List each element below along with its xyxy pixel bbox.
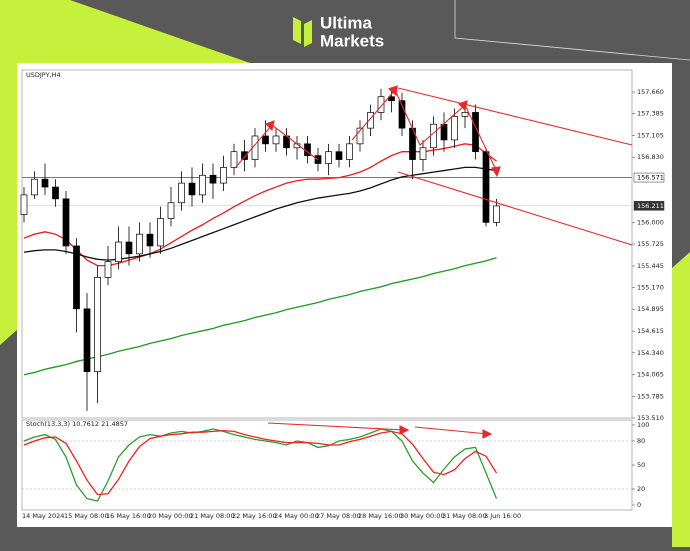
x-tick-label: 28 May 16:00 xyxy=(358,512,403,520)
candle-body xyxy=(73,245,80,310)
candle-body xyxy=(241,151,248,160)
y-tick-label: 154.065 xyxy=(637,370,664,378)
x-tick-label: 27 May 08:00 xyxy=(316,512,361,520)
series-line xyxy=(23,257,497,376)
candle-body xyxy=(104,261,112,278)
y-tick-label: 154.895 xyxy=(637,305,664,313)
x-tick-label: 31 May 08:00 xyxy=(442,512,487,520)
candle-body xyxy=(94,277,101,373)
y-tick-label: 153.785 xyxy=(637,392,664,400)
candle-body xyxy=(209,174,217,184)
series-line xyxy=(23,429,498,496)
y-tick-label: 154.340 xyxy=(637,349,664,357)
candle-body xyxy=(52,186,59,200)
candle-body xyxy=(377,96,385,113)
candle-body xyxy=(356,127,364,145)
logo xyxy=(293,17,312,47)
candle-body xyxy=(335,151,343,160)
candle-body xyxy=(430,123,437,149)
y-tick-label: 156.830 xyxy=(637,153,664,161)
y-tick-label: 155.725 xyxy=(637,240,664,248)
candle-body xyxy=(388,96,395,101)
series-line xyxy=(23,143,497,267)
x-tick-label: 20 May 00:00 xyxy=(148,512,193,520)
candle-body xyxy=(482,151,490,223)
x-tick-label: 3 Jun 16:00 xyxy=(484,512,521,520)
symbol-title: USDJPY,H4 xyxy=(26,71,61,79)
y-tick-label: 157.105 xyxy=(637,132,664,140)
candle-body xyxy=(167,202,175,219)
price-label-box xyxy=(633,201,665,211)
x-tick-label: 14 May 2024 xyxy=(22,512,64,520)
y-tick-label: 100 xyxy=(637,421,649,429)
candle-body xyxy=(367,112,374,129)
candle-body xyxy=(62,198,70,247)
y-tick-label: 157.385 xyxy=(637,110,664,118)
x-tick-label: 15 May 08:00 xyxy=(64,512,109,520)
candle-body xyxy=(272,135,280,145)
candle-body xyxy=(83,308,91,373)
candle-body xyxy=(125,241,133,255)
x-tick-label: 24 May 00:00 xyxy=(274,512,319,520)
brand-line1: Ultima xyxy=(320,13,373,32)
x-tick-label: 22 May 16:00 xyxy=(232,512,277,520)
y-tick-label: 155.445 xyxy=(637,262,664,270)
y-tick-label: 80 xyxy=(637,437,645,445)
series-line xyxy=(23,166,497,261)
candle-body xyxy=(398,100,406,129)
candle-body xyxy=(20,194,28,215)
series-line xyxy=(23,428,498,502)
candle-body xyxy=(230,151,238,168)
x-tick-label: 30 May 00:00 xyxy=(400,512,445,520)
y-tick-label: 0 xyxy=(637,501,641,509)
candle-body xyxy=(115,241,122,263)
y-tick-label: 20 xyxy=(637,485,645,493)
price-label: 156.211 xyxy=(637,202,664,210)
candle-body xyxy=(346,143,353,160)
bg-accent xyxy=(672,252,690,547)
bg-accent xyxy=(0,0,250,345)
candle-body xyxy=(188,182,196,196)
candle-body xyxy=(136,233,143,255)
candle-body xyxy=(325,151,332,164)
price-label-box xyxy=(633,172,665,183)
y-tick-label: 153.510 xyxy=(637,414,664,422)
price-label: 156.571 xyxy=(637,174,664,182)
candle-body xyxy=(440,123,448,141)
candle-body xyxy=(178,182,185,204)
candle-body xyxy=(146,233,154,247)
deco-line xyxy=(454,0,690,61)
candle-body xyxy=(157,218,164,247)
y-tick-label: 157.660 xyxy=(637,88,664,96)
stoch-title: Stoch(13,3,3) 10.7612 21.4857 xyxy=(26,420,128,428)
candle-body xyxy=(451,115,458,141)
candle-body xyxy=(419,147,427,160)
candle-body xyxy=(199,174,206,196)
annotations xyxy=(234,85,633,439)
y-tick-label: 155.170 xyxy=(637,284,664,292)
candle-body xyxy=(461,112,469,117)
candle-body xyxy=(493,205,500,223)
y-tick-label: 50 xyxy=(637,461,645,469)
x-tick-label: 16 May 16:00 xyxy=(106,512,151,520)
candle-body xyxy=(41,178,49,188)
y-tick-label: 154.615 xyxy=(637,327,664,335)
candle-body xyxy=(220,167,227,184)
x-tick-label: 21 May 08:00 xyxy=(190,512,235,520)
y-tick-label: 156.000 xyxy=(637,218,664,226)
chart-panel xyxy=(17,63,672,527)
candle-body xyxy=(262,135,269,145)
brand-line2: Markets xyxy=(320,31,384,50)
candle-body xyxy=(31,178,38,196)
